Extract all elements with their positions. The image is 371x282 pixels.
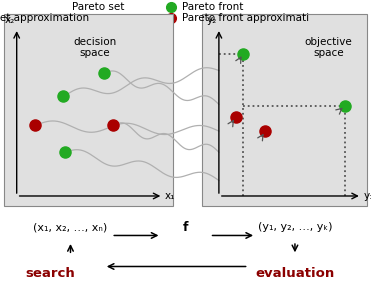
Text: objective
space: objective space <box>305 37 352 58</box>
Text: y₂: y₂ <box>207 16 217 25</box>
Text: Pareto front: Pareto front <box>182 2 243 12</box>
Bar <box>4 14 173 206</box>
Text: Pareto set approximation: Pareto set approximation <box>0 13 89 23</box>
Text: x₁: x₁ <box>165 191 175 201</box>
Text: y₁: y₁ <box>364 191 371 201</box>
Text: Pareto set: Pareto set <box>72 2 124 12</box>
Text: x₂: x₂ <box>4 16 15 25</box>
Text: (y₁, y₂, …, yₖ): (y₁, y₂, …, yₖ) <box>258 222 332 232</box>
Text: search: search <box>25 267 75 280</box>
Text: decision
space: decision space <box>73 37 116 58</box>
Text: f: f <box>183 221 188 233</box>
Text: Pareto front approximati: Pareto front approximati <box>182 13 309 23</box>
Bar <box>202 14 367 206</box>
Text: (x₁, x₂, …, xₙ): (x₁, x₂, …, xₙ) <box>33 222 108 232</box>
Text: evaluation: evaluation <box>255 267 335 280</box>
